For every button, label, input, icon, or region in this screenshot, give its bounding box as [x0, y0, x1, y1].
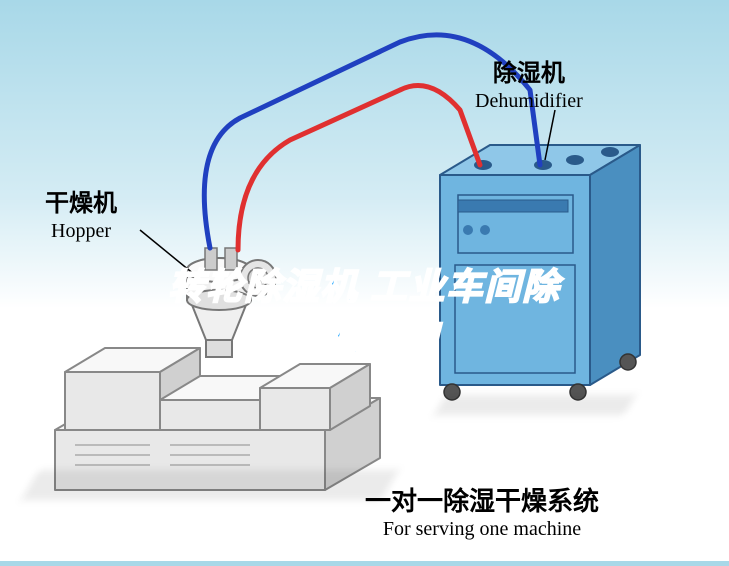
label-system-cn: 一对一除湿干燥系统: [365, 486, 599, 517]
banner-overlay: 转轮除湿机 工业车间除 湿机费用: [168, 258, 560, 362]
label-system: 一对一除湿干燥系统 For serving one machine: [365, 486, 599, 541]
banner-line2: 湿机费用: [168, 310, 560, 362]
banner-line1: 转轮除湿机 工业车间除: [168, 258, 560, 310]
floor-shadow: [434, 395, 636, 415]
floor-shadow: [21, 470, 398, 500]
label-system-en: For serving one machine: [365, 517, 599, 541]
label-dehumidifier-cn: 除湿机: [475, 60, 583, 89]
label-hopper-en: Hopper: [45, 219, 117, 243]
label-hopper-cn: 干燥机: [45, 190, 117, 219]
label-dehumidifier-en: Dehumidifier: [475, 89, 583, 113]
label-dehumidifier: 除湿机 Dehumidifier: [475, 60, 583, 113]
label-hopper: 干燥机 Hopper: [45, 190, 117, 243]
extrusion-machine: [55, 348, 380, 490]
diagram-stage: 除湿机 Dehumidifier 干燥机 Hopper 一对一除湿干燥系统 Fo…: [0, 0, 729, 561]
